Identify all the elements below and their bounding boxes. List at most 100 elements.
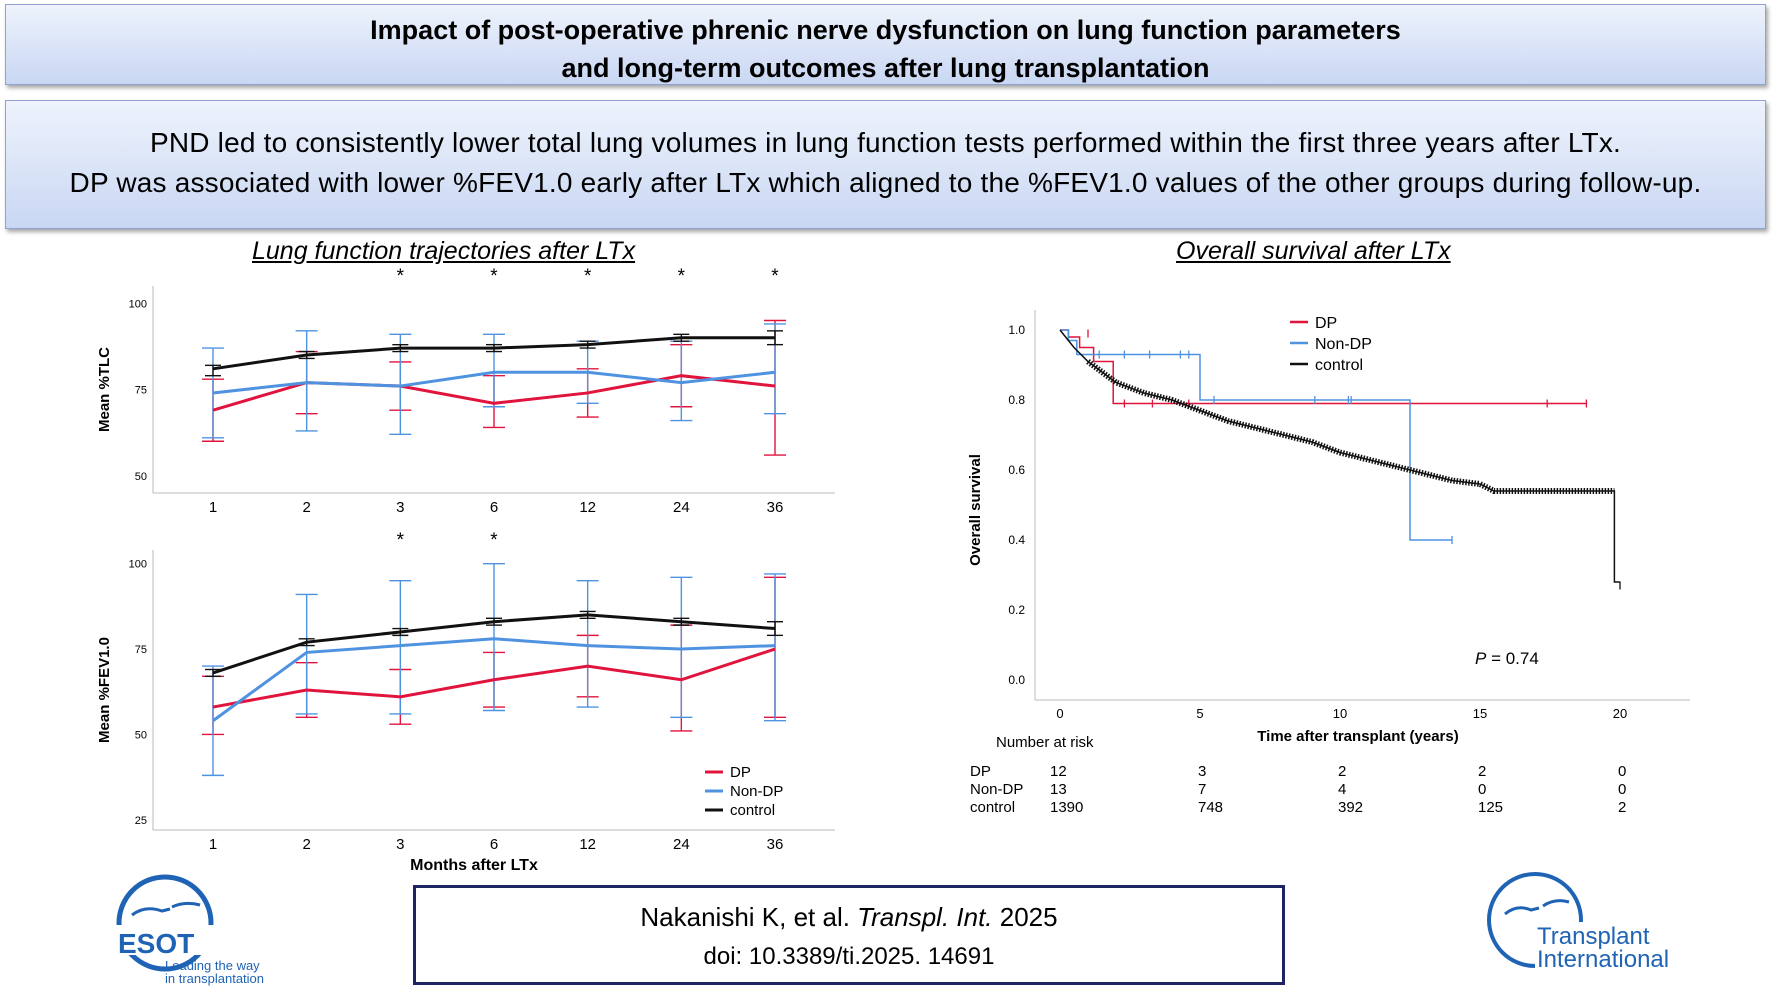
summary-line-1: PND led to consistently lower total lung… <box>149 127 1621 158</box>
survival-y-axis-label: Overall survival <box>967 454 984 566</box>
survival-y-tick-label: 0.2 <box>1008 603 1025 617</box>
risk-table-cell: 2 <box>1618 799 1626 816</box>
survival-section-title: Overall survival after LTx <box>1176 237 1451 265</box>
tlc-x-tick-label: 24 <box>673 499 690 516</box>
transplant-international-logo: Transplant International <box>1487 872 1715 973</box>
ti-hands-icon <box>1504 899 1570 916</box>
citation-box: Nakanishi K, et al. Transpl. Int. 2025 d… <box>413 885 1285 985</box>
risk-table-cell: 748 <box>1198 799 1223 816</box>
survival-legend-label-dp: DP <box>1315 315 1337 332</box>
tlc-x-tick-label: 3 <box>396 499 404 516</box>
risk-table-cell: 0 <box>1618 763 1626 780</box>
survival-x-tick-label: 10 <box>1333 706 1347 721</box>
survival-legend-label-non-dp: Non-DP <box>1315 336 1372 353</box>
risk-table-cell: 1390 <box>1050 799 1083 816</box>
fev-x-tick-label: 2 <box>302 836 310 853</box>
survival-censor-band-control <box>1086 359 1615 494</box>
esot-ring-icon <box>116 874 214 972</box>
esot-logo-name: ESOT <box>118 928 194 959</box>
survival-y-tick-label: 0.0 <box>1008 673 1025 687</box>
tlc-y-tick-label: 75 <box>135 385 147 397</box>
fev-x-tick-label: 6 <box>490 836 498 853</box>
fev-y-tick-label: 100 <box>129 559 147 571</box>
tlc-y-axis-label: Mean %TLC <box>96 347 113 432</box>
tlc-significance-mark: * <box>584 266 592 287</box>
title-line-2: and long-term outcomes after lung transp… <box>561 53 1210 83</box>
survival-y-tick-label: 0.8 <box>1008 393 1025 407</box>
fev-x-tick-label: 3 <box>396 836 404 853</box>
survival-x-tick-label: 0 <box>1056 706 1063 721</box>
citation-doi: doi: 10.3389/ti.2025. 14691 <box>703 943 995 970</box>
survival-x-tick-label: 15 <box>1473 706 1487 721</box>
survival-curve-non-dp <box>1060 329 1452 541</box>
survival-legend-label-control: control <box>1315 357 1363 374</box>
tlc-x-tick-label: 1 <box>209 499 217 516</box>
fev-legend-label-control: control <box>730 802 775 819</box>
survival-y-tick-label: 0.4 <box>1008 533 1025 547</box>
survival-y-tick-label: 1.0 <box>1008 323 1025 337</box>
esot-tagline-1: Leading the way <box>165 958 260 973</box>
survival-p-value: = 0.74 <box>1486 649 1538 668</box>
esot-hands-icon <box>131 901 201 917</box>
fev-legend-label-dp: DP <box>730 764 751 781</box>
fev-series-line-dp <box>212 647 776 709</box>
survival-x-tick-label: 20 <box>1613 706 1627 721</box>
risk-table-row-label: Non-DP <box>970 781 1023 798</box>
risk-table-cell: 3 <box>1198 763 1206 780</box>
fev-x-tick-label: 1 <box>209 836 217 853</box>
survival-y-tick-label: 0.6 <box>1008 463 1025 477</box>
tlc-significance-mark: * <box>397 266 405 287</box>
risk-table-cell: 392 <box>1338 799 1363 816</box>
fev-significance-mark: * <box>490 530 498 551</box>
fev-y-axis-label: Mean %FEV1.0 <box>96 637 113 743</box>
risk-table-cell: 7 <box>1198 781 1206 798</box>
fev-x-tick-label: 36 <box>767 836 784 853</box>
fev-x-axis-label: Months after LTx <box>410 857 538 874</box>
fev-legend-label-non-dp: Non-DP <box>730 783 783 800</box>
risk-table-row-label: control <box>970 799 1015 816</box>
tlc-x-tick-label: 2 <box>302 499 310 516</box>
fev-y-tick-label: 25 <box>135 815 147 827</box>
survival-x-axis-label: Time after transplant (years) <box>1257 728 1458 745</box>
fev-x-tick-label: 24 <box>673 836 690 853</box>
fev-significance-mark: * <box>397 530 405 551</box>
tlc-y-tick-label: 50 <box>135 471 147 483</box>
risk-table-cell: 2 <box>1338 763 1346 780</box>
tlc-x-tick-label: 12 <box>579 499 596 516</box>
risk-table-cell: 0 <box>1478 781 1486 798</box>
citation-year: 2025 <box>992 902 1058 932</box>
risk-table-cell: 125 <box>1478 799 1503 816</box>
tlc-series-line-non-dp <box>212 370 776 395</box>
fev-series-line-control <box>212 613 776 675</box>
risk-table-cell: 13 <box>1050 781 1067 798</box>
citation-authors: Nakanishi K, et al. <box>640 902 858 932</box>
tlc-significance-mark: * <box>771 266 779 287</box>
risk-table-title: Number at risk <box>996 734 1094 751</box>
citation-reference: Nakanishi K, et al. Transpl. Int. 2025 <box>416 902 1282 933</box>
summary-banner: PND led to consistently lower total lung… <box>5 100 1766 229</box>
fev-series-line-non-dp <box>212 637 776 722</box>
ti-logo-line-1: Transplant <box>1537 923 1650 950</box>
fev-x-tick-label: 12 <box>579 836 596 853</box>
survival-x-tick-label: 5 <box>1196 706 1203 721</box>
title-banner: Impact of post-operative phrenic nerve d… <box>5 4 1766 85</box>
summary-line-2: DP was associated with lower %FEV1.0 ear… <box>69 167 1702 198</box>
survival-p-value-annotation: P = 0.74 <box>1475 649 1539 668</box>
tlc-series-line-control <box>212 336 775 371</box>
fev-y-tick-label: 75 <box>135 644 147 656</box>
tlc-x-tick-label: 36 <box>767 499 784 516</box>
tlc-x-tick-label: 6 <box>490 499 498 516</box>
citation-journal: Transpl. Int. <box>857 902 993 932</box>
risk-table-cell: 2 <box>1478 763 1486 780</box>
ti-logo-line-2: International <box>1537 946 1669 973</box>
title-line-1: Impact of post-operative phrenic nerve d… <box>370 15 1401 45</box>
risk-table-cell: 4 <box>1338 781 1346 798</box>
risk-table-cell: 12 <box>1050 763 1067 780</box>
tlc-significance-mark: * <box>678 266 686 287</box>
survival-p-label: P <box>1475 649 1487 668</box>
tlc-significance-mark: * <box>490 266 498 287</box>
fev-y-tick-label: 50 <box>135 729 147 741</box>
